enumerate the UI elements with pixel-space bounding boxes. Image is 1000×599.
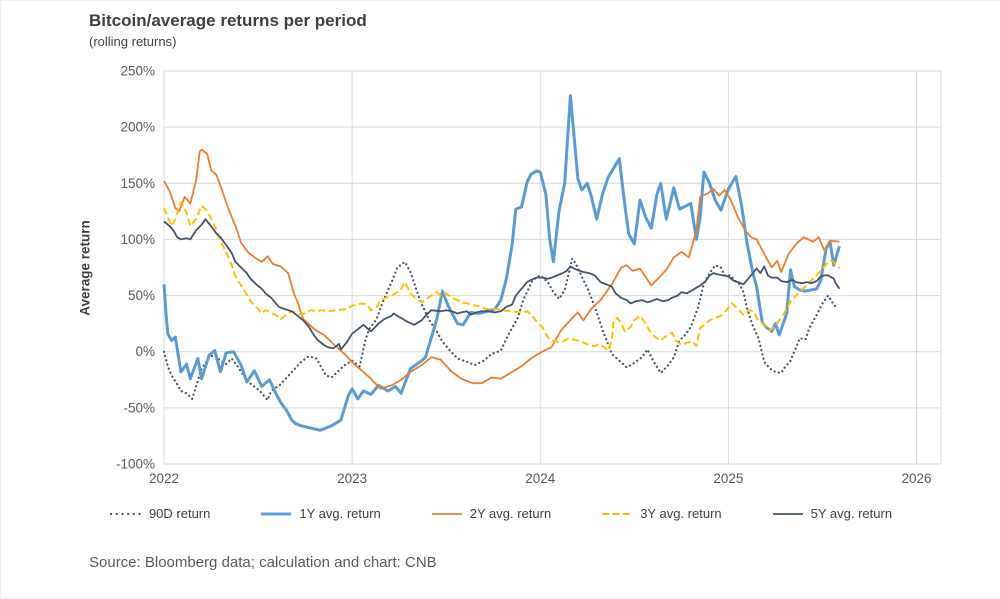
legend-label: 3Y avg. return bbox=[640, 506, 722, 521]
chart-legend: 90D return 1Y avg. return 2Y avg. return 3Y… bbox=[1, 506, 1000, 521]
series-line-2y-avg-return bbox=[163, 148, 840, 390]
y-tick-label: 0% bbox=[135, 344, 155, 359]
legend-item-5y-avg-return: 5Y avg. return bbox=[772, 506, 892, 521]
legend-item-3y-avg-return: 3Y avg. return bbox=[601, 506, 722, 521]
y-tick-label: 150% bbox=[120, 176, 155, 191]
chart-subtitle: (rolling returns) bbox=[89, 34, 177, 49]
legend-line-marker bbox=[261, 512, 292, 515]
x-tick-label: 2026 bbox=[902, 471, 932, 486]
legend-item-2y-avg-return: 2Y avg. return bbox=[431, 506, 551, 521]
y-tick-label: 50% bbox=[128, 288, 155, 303]
source-caption: Source: Bloomberg data; calculation and … bbox=[89, 554, 437, 571]
legend-item-1y-avg-return: 1Y avg. return bbox=[260, 506, 381, 521]
legend-line-marker bbox=[431, 512, 462, 515]
x-tick-label: 2022 bbox=[149, 471, 179, 486]
series-line-1y-avg-return bbox=[162, 94, 841, 432]
chart-plot-area: 250% 200% 150% 100% 50% 0% -50% -100%2022 2023 20… bbox=[116, 64, 942, 486]
y-tick-label: 250% bbox=[120, 64, 155, 79]
legend-line-marker bbox=[602, 512, 633, 515]
x-tick-label: 2024 bbox=[525, 471, 556, 486]
series-line-3y-avg-return bbox=[163, 201, 841, 352]
legend-line-marker bbox=[109, 512, 142, 515]
plot-border bbox=[163, 70, 942, 465]
legend-line-marker bbox=[772, 512, 803, 515]
chart-title: Bitcoin/average returns per period bbox=[89, 11, 367, 30]
y-tick-label: -100% bbox=[116, 457, 155, 472]
legend-label: 5Y avg. return bbox=[810, 506, 893, 521]
y-tick-label: 200% bbox=[120, 120, 155, 135]
y-tick-label: 100% bbox=[120, 232, 155, 247]
legend-item-90d-return: 90D return bbox=[109, 506, 211, 521]
x-tick-label: 2025 bbox=[713, 471, 743, 486]
legend-label: 2Y avg. return bbox=[469, 506, 552, 521]
legend-label: 1Y avg. return bbox=[299, 506, 381, 521]
series-line-5y-avg-return bbox=[163, 218, 841, 351]
x-tick-label: 2023 bbox=[337, 471, 367, 486]
legend-label: 90D return bbox=[148, 506, 211, 521]
series-line-90d-return bbox=[162, 257, 839, 402]
y-tick-label: -50% bbox=[123, 400, 155, 415]
